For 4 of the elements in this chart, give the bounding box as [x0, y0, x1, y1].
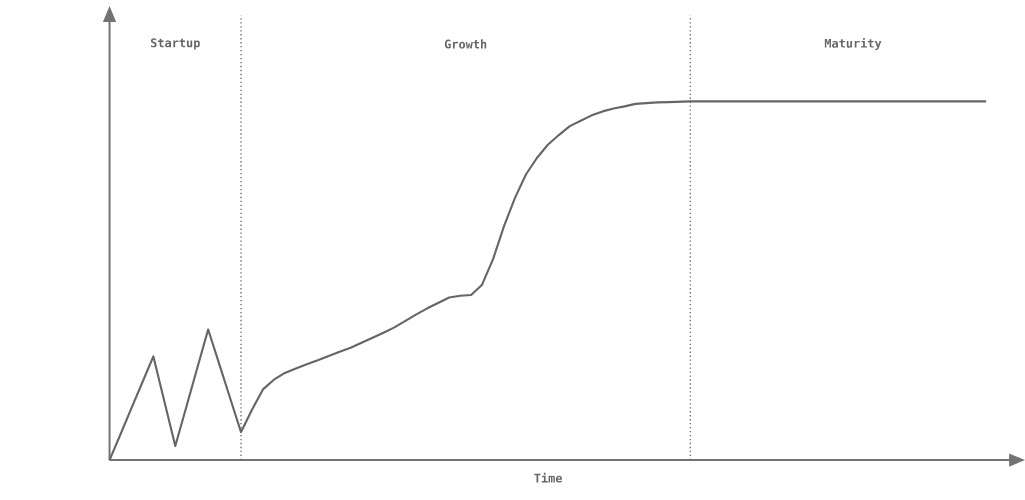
text: Startup	[150, 38, 200, 50]
x-axis-title: Time	[534, 472, 562, 483]
text: Growth	[444, 39, 487, 49]
text: Maturity	[824, 37, 882, 51]
